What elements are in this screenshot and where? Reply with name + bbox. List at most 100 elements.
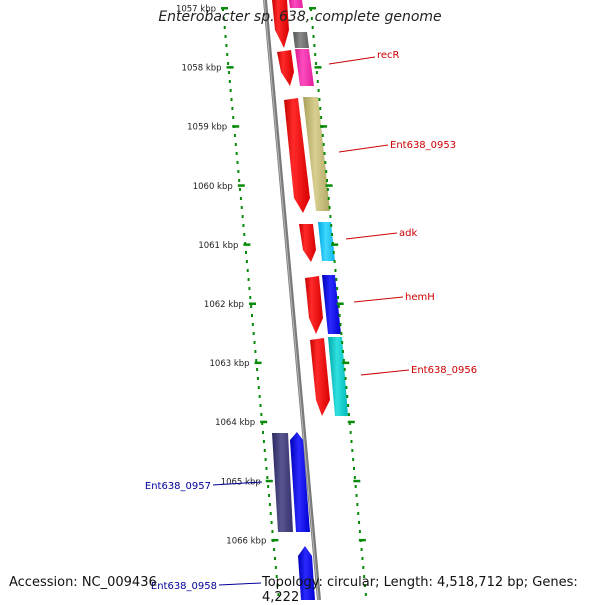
gene-label[interactable]: adk bbox=[399, 228, 417, 239]
scale-dot bbox=[311, 26, 314, 29]
label-leader-line bbox=[360, 369, 410, 376]
gene-label[interactable]: Ent638_0957 bbox=[145, 481, 211, 492]
scale-dot bbox=[341, 341, 344, 344]
scale-dot bbox=[254, 350, 257, 353]
scale-dot bbox=[259, 404, 262, 407]
scale-dot bbox=[320, 116, 323, 119]
scale-tick-label: 1064 kbp bbox=[215, 418, 255, 428]
scale-dot bbox=[349, 431, 352, 434]
scale-dot bbox=[252, 332, 255, 335]
scale-dot bbox=[262, 440, 265, 443]
scale-dot bbox=[333, 260, 336, 263]
scale-dot bbox=[271, 530, 274, 533]
scale-dot bbox=[312, 35, 315, 38]
scale-tick-label: 1062 kbp bbox=[204, 300, 244, 310]
gene-arrow-red[interactable] bbox=[277, 50, 294, 86]
major-tick-left bbox=[226, 66, 234, 69]
scale-dot bbox=[356, 503, 359, 506]
scale-dot bbox=[245, 260, 248, 263]
scale-dot bbox=[276, 584, 279, 587]
scale-dot bbox=[251, 323, 254, 326]
gene-arrow-blue[interactable] bbox=[290, 432, 310, 532]
gene-label[interactable]: recR bbox=[377, 50, 400, 61]
gene-label[interactable]: Ent638_0958 bbox=[151, 581, 217, 592]
scale-dot bbox=[315, 71, 318, 74]
major-tick-right bbox=[309, 7, 316, 10]
scale-dot bbox=[362, 566, 365, 569]
gene-Ent638_0958[interactable] bbox=[298, 546, 315, 600]
scale-dot bbox=[260, 413, 263, 416]
scale-dot bbox=[241, 215, 244, 218]
gene-features bbox=[272, 0, 348, 600]
gene-Ent638_0957[interactable] bbox=[272, 433, 293, 532]
scale-dot bbox=[239, 197, 242, 200]
label-leader-line bbox=[328, 56, 376, 65]
scale-dot bbox=[313, 44, 316, 47]
scale-dot bbox=[330, 224, 333, 227]
scale-dot bbox=[363, 584, 366, 587]
scale-dot bbox=[256, 368, 259, 371]
scale-dot bbox=[317, 89, 320, 92]
scale-dot bbox=[262, 431, 265, 434]
scale-dot bbox=[342, 359, 345, 362]
scale-dot bbox=[222, 17, 225, 20]
gene-block-pink[interactable] bbox=[289, 0, 303, 8]
gene-arrow-red[interactable] bbox=[310, 338, 330, 416]
scale-dot bbox=[261, 422, 264, 425]
major-tick-left bbox=[243, 243, 251, 246]
scale-dot bbox=[327, 197, 330, 200]
scale-dot bbox=[319, 107, 322, 110]
scale-dot bbox=[339, 323, 342, 326]
scale-dot bbox=[267, 485, 270, 488]
scale-dot bbox=[337, 305, 340, 308]
scale-dot bbox=[338, 314, 341, 317]
scale-dot bbox=[318, 98, 321, 101]
gene-arrow-red[interactable] bbox=[272, 0, 289, 48]
gene-adk[interactable] bbox=[318, 222, 335, 261]
scale-dot bbox=[236, 161, 239, 164]
major-tick-right bbox=[320, 125, 328, 128]
major-tick-right bbox=[331, 243, 339, 246]
scale-dot bbox=[350, 440, 353, 443]
scale-dot bbox=[352, 458, 355, 461]
scale-dot bbox=[357, 512, 360, 515]
gene-arrow-red[interactable] bbox=[284, 98, 310, 213]
scale-dot bbox=[257, 386, 260, 389]
label-leader-line bbox=[218, 582, 262, 586]
gene-label[interactable]: Ent638_0956 bbox=[411, 365, 477, 376]
gene-Ent638_0956[interactable] bbox=[328, 337, 348, 416]
scale-dot bbox=[347, 413, 350, 416]
scale-tick-label: 1063 kbp bbox=[210, 359, 250, 369]
gene-recR[interactable] bbox=[295, 49, 314, 86]
scale-dot bbox=[351, 449, 354, 452]
scale-dot bbox=[245, 251, 248, 254]
scale-dot bbox=[358, 521, 361, 524]
accession-text: Accession: NC_009436 bbox=[9, 575, 157, 590]
major-tick-right bbox=[353, 479, 361, 483]
scale-tick-label: 1060 kbp bbox=[193, 182, 233, 192]
scale-dot bbox=[233, 134, 236, 137]
major-tick-left bbox=[265, 479, 273, 483]
scale-dot bbox=[348, 422, 351, 425]
scale-dot bbox=[344, 377, 347, 380]
gene-block-gray[interactable] bbox=[293, 32, 309, 48]
gene-arrow-red[interactable] bbox=[305, 276, 323, 334]
gene-label[interactable]: Ent638_0953 bbox=[390, 140, 456, 151]
label-leader-lines bbox=[212, 56, 410, 586]
major-tick-left bbox=[237, 184, 245, 187]
gene-arrow-red[interactable] bbox=[299, 224, 316, 262]
scale-tick-label: 1066 kbp bbox=[226, 536, 266, 546]
scale-dot bbox=[223, 26, 226, 29]
scale-tick-label: 1065 kbp bbox=[221, 477, 261, 487]
scale-dot bbox=[226, 53, 229, 56]
gene-Ent638_0953[interactable] bbox=[303, 97, 330, 211]
major-tick-left bbox=[271, 538, 279, 542]
scale-dot bbox=[316, 80, 319, 83]
major-tick-right bbox=[314, 66, 322, 69]
scale-dot bbox=[328, 206, 331, 209]
scale-dot bbox=[322, 143, 325, 146]
scale-dot bbox=[345, 386, 348, 389]
major-tick-right bbox=[358, 538, 366, 542]
gene-label[interactable]: hemH bbox=[405, 292, 435, 303]
